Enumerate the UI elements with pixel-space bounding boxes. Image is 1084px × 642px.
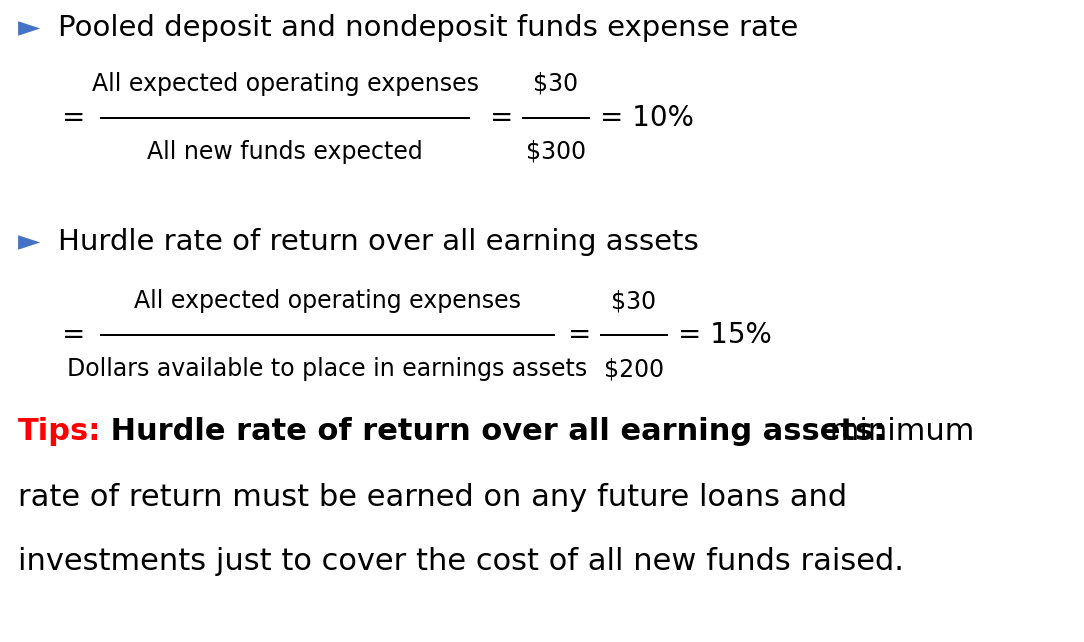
Text: =: = (490, 104, 514, 132)
Text: Tips:: Tips: (18, 417, 102, 446)
Text: = 15%: = 15% (678, 321, 772, 349)
Text: investments just to cover the cost of all new funds raised.: investments just to cover the cost of al… (18, 548, 904, 577)
Text: Pooled deposit and nondeposit funds expense rate: Pooled deposit and nondeposit funds expe… (59, 14, 798, 42)
Text: =: = (62, 321, 86, 349)
Text: ►: ► (18, 14, 40, 42)
Text: =: = (62, 104, 86, 132)
Text: minimum: minimum (820, 417, 975, 446)
Text: Dollars available to place in earnings assets: Dollars available to place in earnings a… (67, 357, 588, 381)
Text: =: = (568, 321, 592, 349)
Text: All expected operating expenses: All expected operating expenses (134, 289, 521, 313)
Text: Hurdle rate of return over all earning assets:: Hurdle rate of return over all earning a… (100, 417, 886, 446)
Text: $300: $300 (526, 140, 586, 164)
Text: $30: $30 (533, 72, 579, 96)
Text: All expected operating expenses: All expected operating expenses (91, 72, 478, 96)
Text: ►: ► (18, 228, 40, 256)
Text: = 10%: = 10% (601, 104, 694, 132)
Text: rate of return must be earned on any future loans and: rate of return must be earned on any fut… (18, 483, 847, 512)
Text: Hurdle rate of return over all earning assets: Hurdle rate of return over all earning a… (59, 228, 699, 256)
Text: $200: $200 (604, 357, 664, 381)
Text: $30: $30 (611, 289, 657, 313)
Text: All new funds expected: All new funds expected (147, 140, 423, 164)
